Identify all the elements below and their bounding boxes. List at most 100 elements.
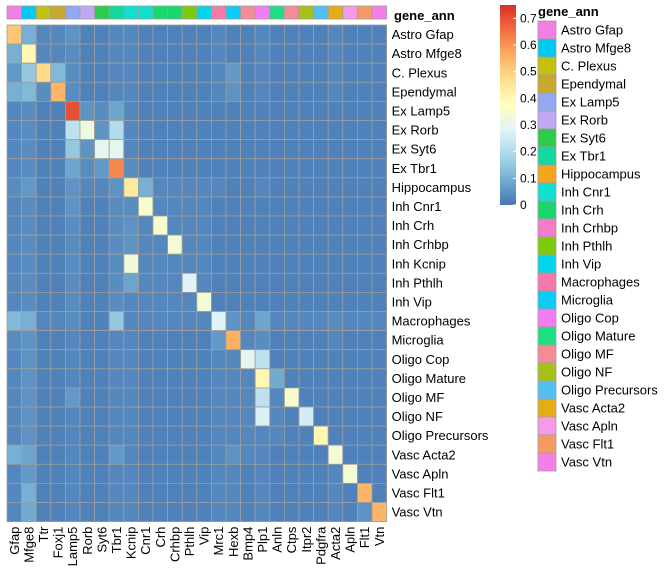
heatmap-cell bbox=[196, 387, 212, 408]
heatmap-cell bbox=[196, 406, 212, 427]
legend-swatch bbox=[537, 110, 557, 130]
heatmap-cell bbox=[269, 425, 285, 446]
heatmap-cell bbox=[50, 330, 66, 351]
legend-label: Microglia bbox=[561, 293, 614, 308]
heatmap-cell bbox=[79, 387, 96, 408]
heatmap-cell bbox=[254, 253, 271, 274]
heatmap-cell bbox=[123, 158, 139, 179]
heatmap-cell bbox=[298, 311, 315, 332]
heatmap-cell bbox=[167, 291, 183, 312]
heatmap-cell bbox=[342, 502, 358, 523]
heatmap-cell bbox=[123, 291, 139, 312]
heatmap-cell bbox=[79, 502, 96, 523]
heatmap-cell bbox=[152, 425, 169, 446]
heatmap-cell bbox=[225, 196, 242, 217]
legend-swatch bbox=[537, 200, 557, 220]
heatmap-cell bbox=[167, 101, 183, 121]
heatmap-cell bbox=[152, 196, 169, 217]
heatmap-cell bbox=[371, 463, 388, 484]
heatmap-cell bbox=[269, 81, 285, 102]
legend-swatch bbox=[537, 362, 557, 382]
row-label: Oligo Precursors bbox=[392, 428, 489, 443]
heatmap-cell bbox=[167, 234, 183, 255]
heatmap-cell bbox=[65, 139, 81, 160]
column-label: Rorb bbox=[80, 527, 95, 555]
heatmap-cell bbox=[181, 444, 198, 465]
heatmap-cell bbox=[6, 120, 23, 141]
heatmap-cell bbox=[50, 120, 66, 141]
colorbar-tick-label: 0.7 bbox=[520, 11, 537, 25]
heatmap-cell bbox=[240, 463, 256, 484]
heatmap-cell bbox=[225, 482, 242, 503]
heatmap-cell bbox=[210, 234, 227, 255]
heatmap-cell bbox=[50, 502, 66, 523]
heatmap-cell bbox=[210, 101, 227, 121]
heatmap-cell bbox=[225, 101, 242, 121]
heatmap-cell bbox=[167, 482, 183, 503]
heatmap-cell bbox=[181, 81, 198, 102]
heatmap-cell bbox=[283, 62, 300, 83]
heatmap-cell bbox=[65, 196, 81, 217]
annotation-cell bbox=[65, 5, 81, 20]
heatmap-cell bbox=[152, 330, 169, 351]
heatmap-cell bbox=[196, 291, 212, 312]
heatmap-cell bbox=[21, 62, 37, 83]
heatmap-cell bbox=[356, 43, 373, 64]
heatmap-cell bbox=[50, 272, 66, 293]
heatmap-cell bbox=[65, 444, 81, 465]
heatmap-cell bbox=[6, 387, 23, 408]
heatmap-cell bbox=[313, 101, 329, 121]
heatmap-cell bbox=[210, 330, 227, 351]
heatmap-cell bbox=[371, 139, 388, 160]
colorbar-tick-label: 0.6 bbox=[520, 38, 537, 52]
heatmap-cell bbox=[65, 62, 81, 83]
heatmap-cell bbox=[196, 43, 212, 64]
heatmap-cell bbox=[210, 425, 227, 446]
heatmap-cell bbox=[342, 463, 358, 484]
heatmap-cell bbox=[108, 368, 125, 389]
heatmap-cell bbox=[137, 253, 154, 274]
heatmap-cell bbox=[21, 158, 37, 179]
heatmap-cell bbox=[313, 291, 329, 312]
heatmap-cell bbox=[269, 387, 285, 408]
annotation-cell bbox=[196, 5, 212, 20]
column-label: Plp1 bbox=[255, 527, 270, 553]
heatmap-cell bbox=[254, 120, 271, 141]
heatmap-cell bbox=[6, 368, 23, 389]
heatmap-cell bbox=[298, 368, 315, 389]
heatmap-cell bbox=[108, 349, 125, 370]
heatmap-cell bbox=[356, 291, 373, 312]
heatmap-cell bbox=[269, 272, 285, 293]
heatmap-cell bbox=[313, 43, 329, 64]
heatmap-cell bbox=[313, 177, 329, 198]
heatmap-cell bbox=[21, 139, 37, 160]
heatmap-cell bbox=[181, 101, 198, 121]
heatmap-cell bbox=[35, 177, 52, 198]
heatmap-cell bbox=[94, 24, 110, 45]
heatmap-cell bbox=[94, 463, 110, 484]
heatmap-cell bbox=[356, 425, 373, 446]
heatmap-cell bbox=[342, 311, 358, 332]
heatmap-cell bbox=[342, 349, 358, 370]
heatmap-cell bbox=[50, 444, 66, 465]
legend-swatch bbox=[537, 308, 557, 328]
heatmap-cell bbox=[181, 24, 198, 45]
heatmap-cell bbox=[50, 291, 66, 312]
heatmap-cell bbox=[210, 253, 227, 274]
column-label: Ttr bbox=[36, 526, 51, 543]
heatmap-cell bbox=[79, 368, 96, 389]
heatmap-cell bbox=[137, 158, 154, 179]
heatmap-cell bbox=[283, 101, 300, 121]
heatmap-cell bbox=[35, 62, 52, 83]
heatmap-cell bbox=[181, 463, 198, 484]
legend-swatch bbox=[537, 92, 557, 112]
row-label: Ex Rorb bbox=[392, 123, 439, 138]
heatmap-cell bbox=[225, 502, 242, 523]
heatmap-cell bbox=[167, 463, 183, 484]
heatmap-cell bbox=[181, 311, 198, 332]
heatmap-cell bbox=[298, 482, 315, 503]
heatmap-cell bbox=[6, 444, 23, 465]
heatmap-cell bbox=[137, 291, 154, 312]
heatmap-cell bbox=[371, 215, 388, 236]
